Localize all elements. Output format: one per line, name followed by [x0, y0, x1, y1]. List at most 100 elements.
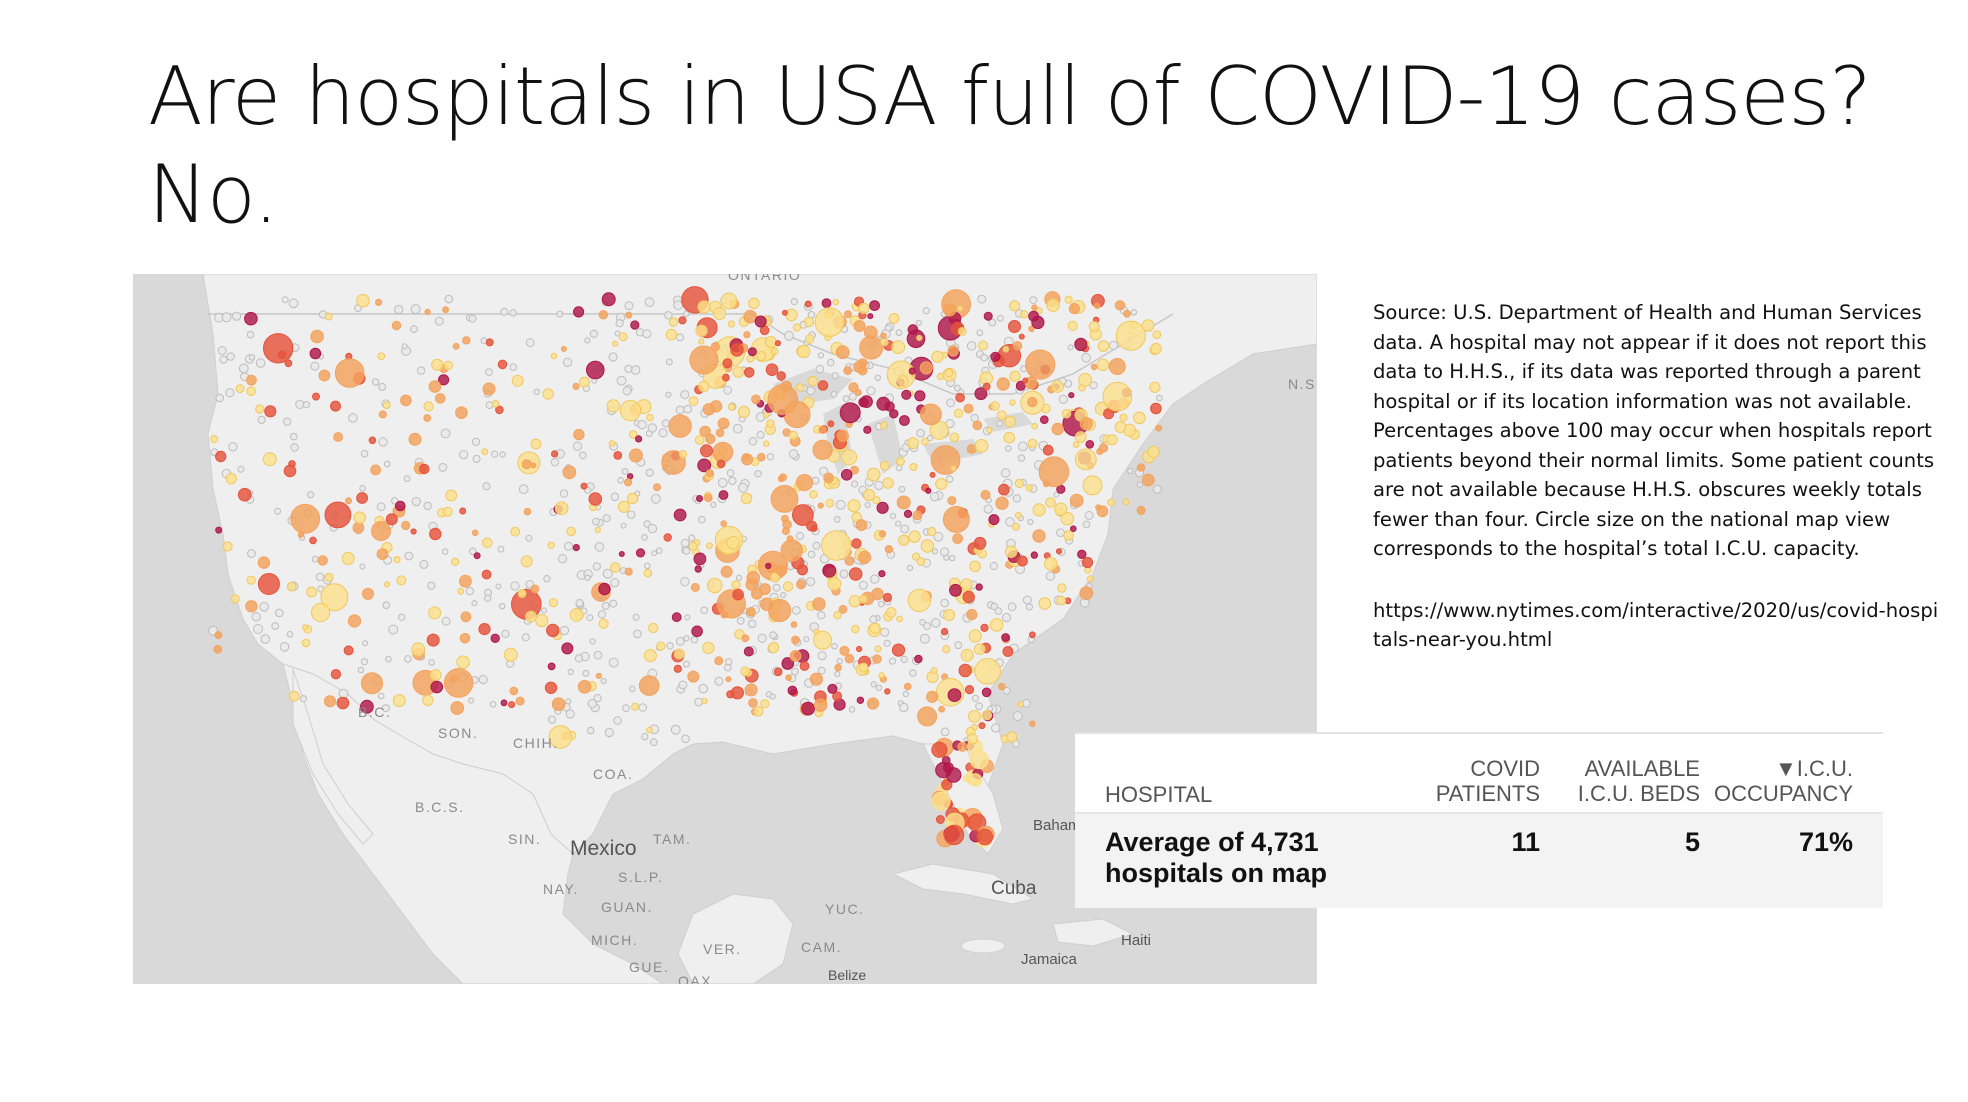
hospital-marker[interactable]: [572, 441, 583, 452]
hospital-marker[interactable]: [630, 320, 640, 330]
hospital-marker[interactable]: [665, 358, 673, 366]
hospital-marker[interactable]: [213, 644, 223, 654]
hospital-marker[interactable]: [562, 357, 573, 368]
hospital-marker[interactable]: [869, 615, 878, 624]
hospital-marker[interactable]: [244, 311, 258, 326]
hospital-marker[interactable]: [804, 334, 815, 344]
hospital-marker[interactable]: [637, 420, 647, 430]
hospital-marker[interactable]: [974, 387, 988, 401]
hospital-marker[interactable]: [281, 296, 289, 304]
hospital-marker[interactable]: [361, 672, 383, 695]
hospital-marker[interactable]: [587, 699, 597, 709]
hospital-marker[interactable]: [772, 583, 781, 592]
hospital-marker[interactable]: [1147, 445, 1160, 459]
hospital-marker[interactable]: [500, 699, 508, 707]
hospital-marker[interactable]: [942, 645, 951, 654]
hospital-marker[interactable]: [827, 577, 842, 591]
hospital-marker[interactable]: [1123, 309, 1131, 318]
hospital-marker[interactable]: [580, 482, 588, 490]
hospital-marker[interactable]: [998, 483, 1010, 496]
hospital-marker[interactable]: [422, 694, 434, 706]
hospital-marker[interactable]: [896, 375, 909, 387]
hospital-marker[interactable]: [930, 492, 940, 502]
hospital-marker[interactable]: [336, 696, 350, 710]
hospital-marker[interactable]: [942, 505, 970, 533]
hospital-marker[interactable]: [478, 674, 488, 685]
hospital-marker[interactable]: [1107, 498, 1115, 507]
hospital-marker[interactable]: [859, 335, 884, 360]
hospital-marker[interactable]: [827, 683, 838, 694]
hospital-marker[interactable]: [489, 701, 497, 708]
hospital-marker[interactable]: [385, 513, 398, 526]
hospital-marker[interactable]: [362, 640, 369, 647]
hospital-marker[interactable]: [338, 688, 349, 699]
hospital-marker[interactable]: [642, 329, 652, 339]
hospital-marker[interactable]: [431, 358, 444, 371]
hospital-marker[interactable]: [880, 332, 887, 340]
hospital-marker[interactable]: [362, 587, 374, 600]
hospital-marker[interactable]: [445, 489, 458, 502]
hospital-marker[interactable]: [644, 297, 655, 308]
hospital-marker[interactable]: [811, 476, 820, 485]
hospital-marker[interactable]: [770, 485, 799, 513]
hospital-marker[interactable]: [889, 513, 897, 520]
hospital-marker[interactable]: [770, 347, 779, 356]
hospital-marker[interactable]: [996, 314, 1004, 322]
hospital-marker[interactable]: [840, 469, 853, 481]
hospital-marker[interactable]: [643, 649, 657, 663]
hospital-marker[interactable]: [969, 750, 989, 770]
hospital-marker[interactable]: [602, 514, 611, 523]
hospital-marker[interactable]: [773, 667, 783, 677]
hospital-marker[interactable]: [663, 533, 672, 542]
hospital-marker[interactable]: [963, 403, 974, 414]
hospital-marker[interactable]: [262, 452, 277, 467]
hospital-marker[interactable]: [722, 358, 733, 369]
hospital-marker[interactable]: [806, 577, 816, 587]
hospital-marker[interactable]: [618, 332, 628, 342]
hospital-marker[interactable]: [548, 715, 557, 724]
hospital-marker[interactable]: [661, 419, 670, 428]
hospital-marker[interactable]: [853, 360, 866, 374]
hospital-marker[interactable]: [726, 690, 735, 699]
hospital-marker[interactable]: [995, 496, 1009, 510]
hospital-marker[interactable]: [255, 358, 266, 368]
hospital-marker[interactable]: [818, 425, 827, 435]
hospital-marker[interactable]: [714, 676, 724, 686]
hospital-marker[interactable]: [717, 417, 730, 430]
hospital-marker[interactable]: [716, 459, 726, 469]
hospital-marker[interactable]: [697, 300, 711, 314]
hospital-marker[interactable]: [1040, 415, 1049, 424]
hospital-marker[interactable]: [419, 559, 429, 569]
hospital-marker[interactable]: [491, 400, 500, 408]
hospital-marker[interactable]: [309, 536, 317, 545]
hospital-marker[interactable]: [742, 453, 750, 461]
hospital-marker[interactable]: [740, 492, 753, 505]
hospital-marker[interactable]: [1035, 307, 1043, 315]
hospital-marker[interactable]: [277, 350, 287, 360]
hospital-marker[interactable]: [1069, 493, 1084, 508]
hospital-marker[interactable]: [246, 575, 256, 585]
hospital-marker[interactable]: [962, 774, 971, 783]
hospital-marker[interactable]: [523, 507, 532, 516]
hospital-marker[interactable]: [926, 690, 939, 703]
hospital-marker[interactable]: [471, 600, 478, 607]
hospital-marker[interactable]: [900, 524, 910, 534]
hospital-marker[interactable]: [315, 572, 325, 582]
hospital-marker[interactable]: [797, 344, 811, 359]
hospital-marker[interactable]: [635, 435, 643, 443]
hospital-marker[interactable]: [756, 351, 767, 361]
hospital-marker[interactable]: [558, 554, 568, 564]
hospital-marker[interactable]: [799, 661, 810, 671]
hospital-marker[interactable]: [271, 622, 280, 630]
hospital-marker[interactable]: [1088, 321, 1100, 332]
hospital-marker[interactable]: [916, 334, 923, 342]
hospital-marker[interactable]: [792, 606, 801, 615]
hospital-marker[interactable]: [551, 450, 559, 458]
hospital-marker[interactable]: [347, 614, 362, 628]
hospital-markers[interactable]: [208, 286, 1163, 848]
hospital-marker[interactable]: [835, 345, 850, 360]
hospital-marker[interactable]: [883, 639, 891, 647]
hospital-marker[interactable]: [248, 354, 256, 361]
hospital-marker[interactable]: [1045, 497, 1056, 508]
hospital-marker[interactable]: [625, 311, 633, 319]
